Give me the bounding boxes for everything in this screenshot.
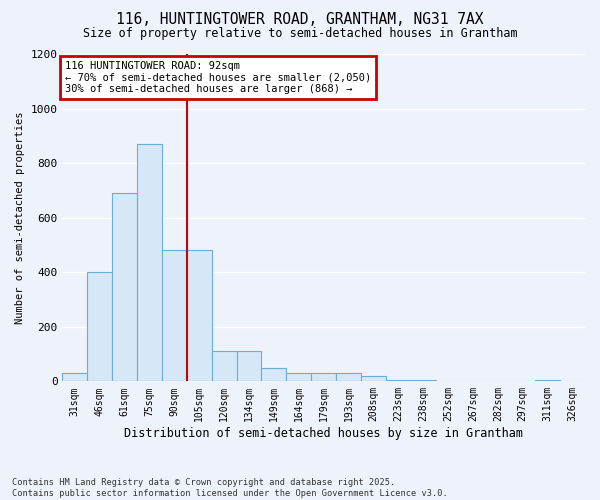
Bar: [62, 373, 88, 382]
Bar: [187, 250, 212, 382]
Bar: [162, 250, 187, 382]
Bar: [436, 380, 461, 382]
Bar: [361, 376, 386, 382]
Bar: [560, 381, 585, 382]
Y-axis label: Number of semi-detached properties: Number of semi-detached properties: [15, 112, 25, 324]
Text: Contains HM Land Registry data © Crown copyright and database right 2025.
Contai: Contains HM Land Registry data © Crown c…: [12, 478, 448, 498]
X-axis label: Distribution of semi-detached houses by size in Grantham: Distribution of semi-detached houses by …: [124, 427, 523, 440]
Bar: [336, 373, 361, 382]
Bar: [411, 380, 436, 382]
Bar: [485, 381, 511, 382]
Bar: [535, 380, 560, 382]
Text: Size of property relative to semi-detached houses in Grantham: Size of property relative to semi-detach…: [83, 28, 517, 40]
Bar: [112, 193, 137, 382]
Bar: [236, 352, 262, 382]
Bar: [88, 272, 112, 382]
Bar: [311, 373, 336, 382]
Bar: [286, 373, 311, 382]
Bar: [137, 144, 162, 382]
Text: 116 HUNTINGTOWER ROAD: 92sqm
← 70% of semi-detached houses are smaller (2,050)
3: 116 HUNTINGTOWER ROAD: 92sqm ← 70% of se…: [65, 61, 371, 94]
Bar: [262, 368, 286, 382]
Bar: [212, 352, 236, 382]
Bar: [386, 380, 411, 382]
Bar: [511, 381, 535, 382]
Text: 116, HUNTINGTOWER ROAD, GRANTHAM, NG31 7AX: 116, HUNTINGTOWER ROAD, GRANTHAM, NG31 7…: [116, 12, 484, 28]
Bar: [461, 380, 485, 382]
